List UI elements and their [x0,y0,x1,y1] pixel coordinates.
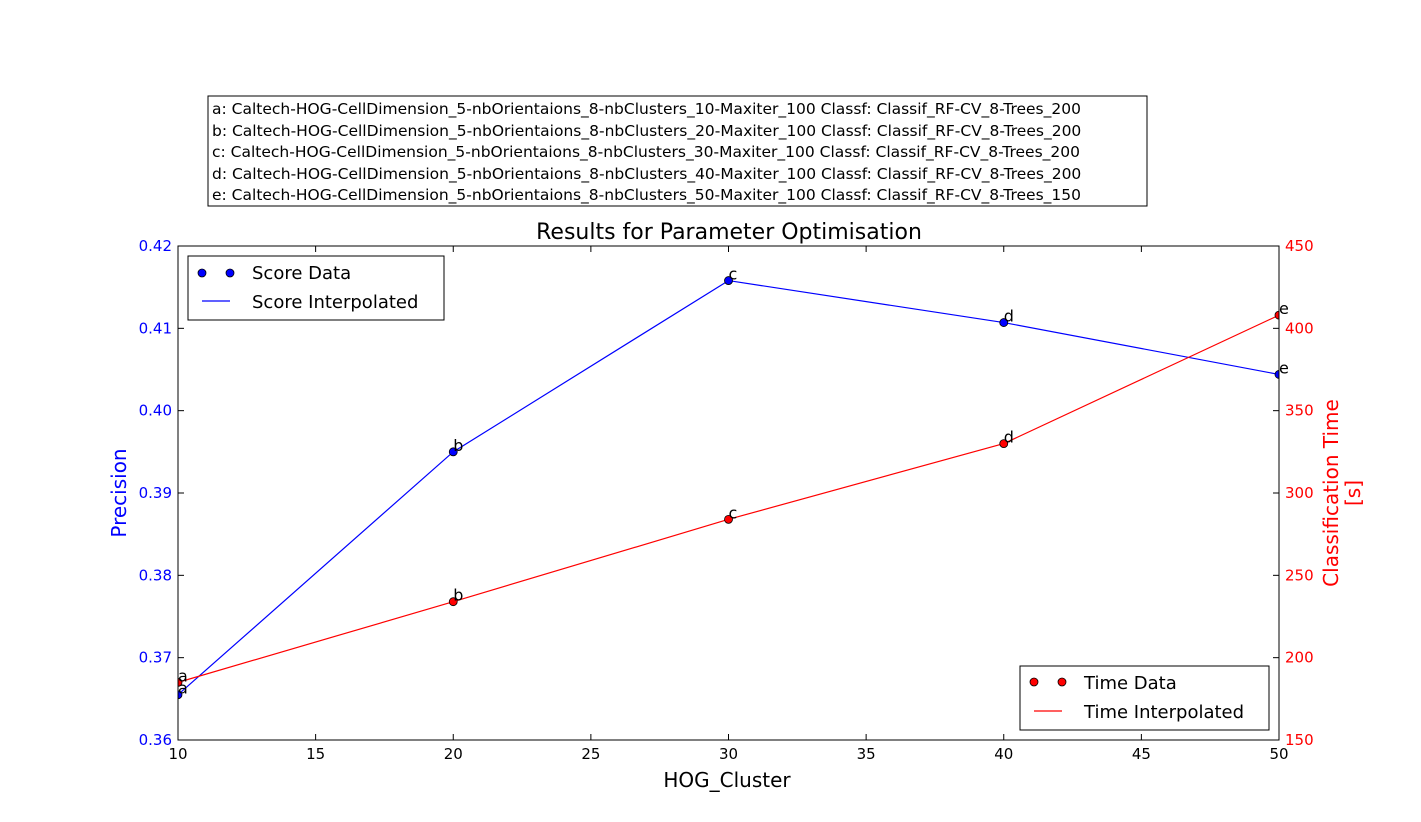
x-tick-label-8: 50 [1269,745,1288,763]
time-point-label-a: a [178,666,188,685]
plot-frame [177,245,1280,741]
score-markers [178,276,1279,700]
y-right-tick-label-5: 400 [1285,319,1314,337]
score-point-label-e: e [1279,358,1289,377]
score-point-e [1274,370,1279,379]
y-right-tick-label-2: 250 [1285,566,1314,584]
y-right-tick-label-0: 150 [1285,731,1314,749]
x-tick-label-7: 45 [1132,745,1151,763]
legend-time-data-marker-1 [1029,677,1039,687]
time-point-label-c: c [729,503,738,522]
configuration-line-c: c: Caltech-HOG-CellDimension_5-nbOrienta… [212,143,1080,162]
y-left-tick-label-6: 0.42 [139,237,172,255]
time-point-b [448,597,458,607]
y-right-tick-label-1: 200 [1285,649,1314,667]
x-tick-label-5: 35 [857,745,876,763]
x-axis-label: HOG_Cluster [663,768,791,792]
time-point-label-d: d [1004,428,1014,447]
x-tick-label-3: 25 [581,745,600,763]
score-point-label-a: a [178,679,188,698]
legend-time-data-label: Time Data [1083,673,1177,694]
configuration-line-d: d: Caltech-HOG-CellDimension_5-nbOrienta… [212,165,1081,184]
legend-time-interpolated-label: Time Interpolated [1083,702,1244,723]
time-point-e [1274,310,1279,320]
x-tick-label-2: 20 [444,745,463,763]
legend-score-interpolated-label: Score Interpolated [252,292,418,313]
score-point-d [999,318,1009,327]
time-point-label-b: b [453,586,463,605]
configuration-line-e: e: Caltech-HOG-CellDimension_5-nbOrienta… [212,186,1081,205]
y-left-tick-label-4: 0.40 [139,402,172,420]
time-point-d [999,439,1009,449]
y-right-tick-label-6: 450 [1285,237,1314,255]
legend-score-frame [187,255,445,321]
y-right-tick-label-3: 300 [1285,484,1314,502]
y-left-tick-label-1: 0.37 [139,649,172,667]
score-point-c [724,276,733,285]
y-left-tick-label-5: 0.41 [139,319,172,337]
score-point-label-d: d [1004,307,1014,326]
x-tick-label-1: 15 [306,745,325,763]
legend-time-frame [1019,665,1270,731]
score-point-b [448,447,458,457]
y-axis-right-label-line-1: Classification Time [1319,399,1343,587]
legend-score: Score Data Score Interpolated [187,255,445,321]
y-left-tick-label-2: 0.38 [139,566,172,584]
y-axis-left-label: Precision [107,448,131,537]
legend-time: Time Data Time Interpolated [1019,665,1270,731]
y-axis-right-label-line-2: [s] [1341,480,1365,506]
x-tick-label-6: 40 [994,745,1013,763]
configuration-legend-frame [207,95,1148,207]
time-interpolated-line [177,314,1280,683]
y-right-tick-label-4: 350 [1285,402,1314,420]
legend-time-data-marker-2 [1057,677,1067,687]
time-markers [178,310,1279,687]
time-point-a [178,677,183,687]
chart-title: Results for Parameter Optimisation [536,220,922,245]
configuration-legend: a: Caltech-HOG-CellDimension_5-nbOrienta… [207,95,1148,207]
x-tick-label-0: 10 [168,745,187,763]
y-left-tick-label-3: 0.39 [139,484,172,502]
time-point-label-e: e [1279,299,1289,318]
x-tick-label-4: 30 [719,745,738,763]
configuration-line-b: b: Caltech-HOG-CellDimension_5-nbOrienta… [212,122,1081,141]
configuration-line-a: a: Caltech-HOG-CellDimension_5-nbOrienta… [212,100,1081,119]
legend-score-data-marker-1 [197,268,207,278]
time-point-c [724,514,733,524]
y-left-tick-label-0: 0.36 [139,731,172,749]
score-interpolated-line [177,279,1280,696]
score-point-label-b: b [453,436,463,455]
legend-score-data-marker-2 [225,268,235,278]
score-point-a [178,690,183,700]
score-point-label-c: c [729,265,738,284]
legend-score-data-label: Score Data [252,263,351,284]
